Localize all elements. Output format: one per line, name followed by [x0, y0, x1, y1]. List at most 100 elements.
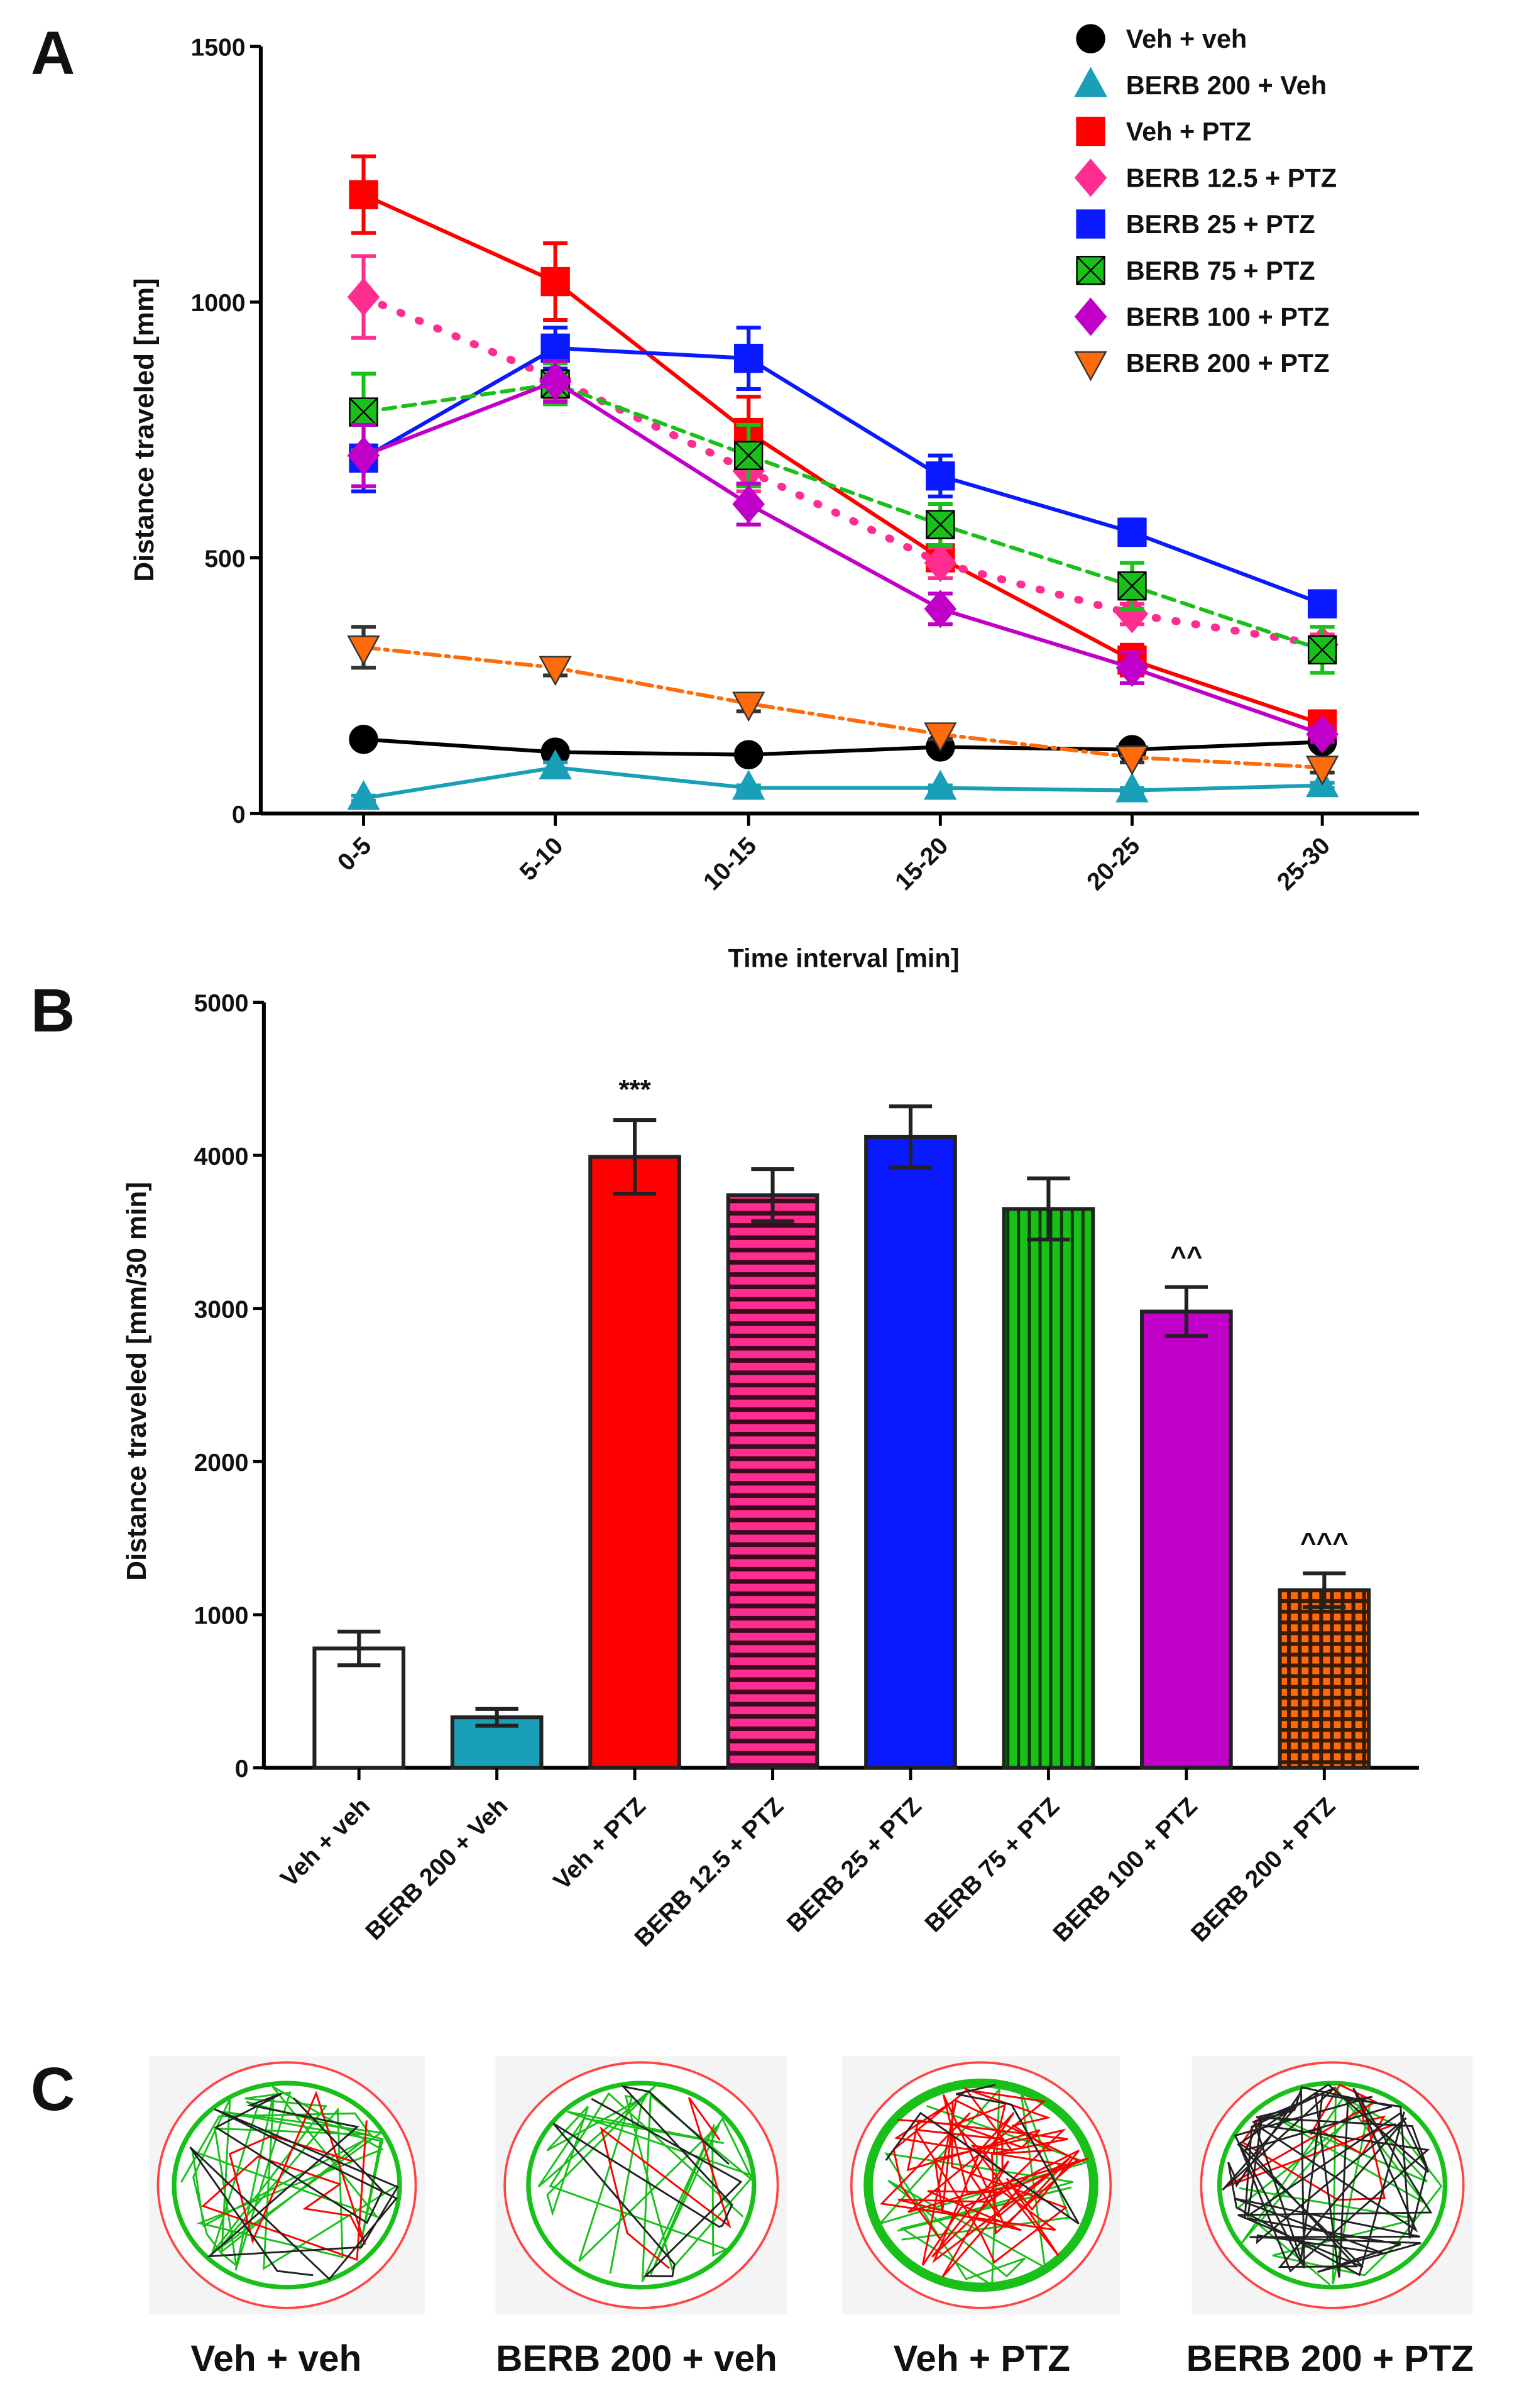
legend-label: BERB 75 + PTZ	[1126, 256, 1315, 285]
track-label: Veh + PTZ	[893, 2338, 1070, 2379]
y-tick-label: 1500	[191, 34, 246, 61]
bar	[1278, 1588, 1371, 1770]
bar	[864, 1135, 957, 1770]
track-label: BERB 200 + veh	[496, 2338, 777, 2379]
x-tick-label: BERB 100 + PTZ	[1048, 1793, 1203, 1947]
series-6: BERB 100 + PTZ	[347, 297, 1339, 754]
arena-edge-track	[526, 2081, 757, 2290]
legend-label: Veh + veh	[1126, 24, 1247, 53]
data-point	[540, 267, 570, 297]
data-point	[731, 691, 765, 722]
error-bar	[1027, 1176, 1070, 1242]
track-images-panel-c: Veh + veh BERB 200 + veh Veh + PTZ BERB …	[148, 2056, 1474, 2379]
error-bar	[475, 1707, 518, 1728]
series-line	[361, 346, 1325, 606]
x-tick-label: 15-20	[890, 832, 953, 896]
data-point-cross	[926, 510, 955, 539]
data-point	[1117, 517, 1147, 547]
bar	[1140, 1309, 1233, 1770]
x-tick-label: 20-25	[1082, 832, 1145, 896]
legend-label: BERB 200 + Veh	[1126, 70, 1327, 100]
x-tick-label: 10-15	[698, 832, 762, 896]
data-point	[347, 278, 380, 316]
legend-label: BERB 200 + PTZ	[1126, 348, 1330, 378]
track-label: BERB 200 + PTZ	[1186, 2338, 1474, 2379]
data-point	[540, 333, 570, 363]
data-point	[347, 635, 380, 666]
legend-marker	[1074, 297, 1107, 336]
y-tick-label: 5000	[194, 990, 249, 1017]
bar	[1002, 1207, 1095, 1770]
legend-marker	[1076, 116, 1105, 146]
data-point	[539, 656, 572, 686]
significance-annotation: ^^	[1170, 1241, 1202, 1272]
y-tick-label: 2000	[194, 1449, 249, 1476]
y-axis-label-b: Distance traveled [mm/30 min]	[121, 1182, 152, 1581]
legend-label: BERB 12.5 + PTZ	[1126, 163, 1337, 192]
y-tick-label: 500	[204, 546, 245, 573]
x-tick-label: BERB 75 + PTZ	[920, 1793, 1065, 1938]
error-bar	[337, 1629, 381, 1668]
panel-label-b: B	[31, 976, 75, 1045]
track-path	[600, 2097, 731, 2269]
x-tick-label: BERB 25 + PTZ	[782, 1793, 927, 1938]
track-path	[552, 2085, 743, 2277]
legend-label: BERB 25 + PTZ	[1126, 209, 1315, 239]
data-point	[924, 590, 957, 629]
data-point	[734, 343, 764, 373]
track-image	[495, 2056, 787, 2314]
data-point	[1115, 745, 1149, 776]
x-tick-label: 5-10	[515, 832, 569, 886]
data-point	[1306, 715, 1339, 754]
track-image	[148, 2056, 425, 2314]
series-line	[361, 192, 1325, 726]
x-tick-label: BERB 12.5 + PTZ	[630, 1793, 789, 1952]
arena-edge-track	[1217, 2081, 1448, 2290]
line-chart-panel-a: Distance traveled [mm] Time interval [mi…	[129, 24, 1419, 972]
data-point	[347, 779, 380, 810]
track-path	[885, 2084, 1080, 2224]
legend-marker	[1076, 209, 1105, 239]
y-tick-label: 1000	[191, 290, 246, 317]
track-path	[880, 2087, 1089, 2278]
error-bar	[1164, 1285, 1208, 1338]
data-point-cross	[349, 397, 378, 427]
data-point	[926, 461, 955, 491]
data-point	[1307, 589, 1337, 618]
data-point	[1115, 648, 1149, 687]
data-point	[924, 544, 957, 583]
data-point-cross	[734, 441, 764, 470]
bar	[588, 1155, 681, 1770]
x-axis-label-a: Time interval [min]	[728, 943, 960, 972]
data-point	[347, 436, 380, 475]
legend-label: BERB 100 + PTZ	[1126, 302, 1330, 332]
y-tick-label: 0	[235, 1756, 249, 1783]
track-path	[189, 2092, 399, 2281]
track-path	[537, 2084, 755, 2282]
data-point	[539, 749, 572, 779]
error-bar	[613, 1118, 657, 1196]
data-point-cross	[1308, 635, 1337, 664]
y-tick-label: 4000	[194, 1143, 249, 1170]
x-tick-label: BERB 200 + Veh	[361, 1793, 513, 1945]
bar	[726, 1193, 819, 1770]
track-path	[201, 2091, 368, 2262]
track-path	[1227, 2083, 1396, 2201]
series-line	[361, 645, 1325, 770]
x-tick-label: 0-5	[332, 832, 376, 876]
x-tick-label: Veh + veh	[276, 1793, 376, 1893]
legend-marker	[1074, 158, 1107, 197]
y-tick-label: 3000	[194, 1296, 249, 1323]
y-tick-label: 1000	[194, 1603, 249, 1630]
legend-label: Veh + PTZ	[1126, 117, 1251, 146]
legend-marker-cross	[1076, 256, 1105, 285]
legend-marker	[1074, 67, 1107, 97]
series-line	[361, 737, 1325, 757]
series-line	[361, 765, 1325, 800]
panel-label-a: A	[31, 19, 75, 87]
significance-annotation: ***	[618, 1074, 651, 1105]
series-7: BERB 200 + PTZ	[347, 348, 1339, 786]
error-bar	[889, 1104, 933, 1170]
track-label: Veh + veh	[190, 2338, 361, 2379]
